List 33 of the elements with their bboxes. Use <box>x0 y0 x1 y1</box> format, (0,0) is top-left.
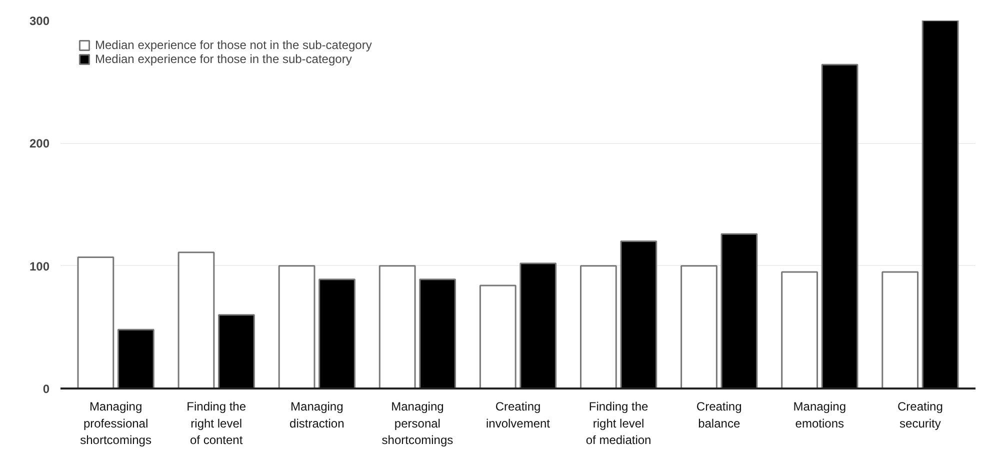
bar <box>821 64 858 388</box>
x-tick-label: Finding the right level of content <box>186 400 246 448</box>
x-tick-label: Managing professional shortcomings <box>80 400 152 448</box>
x-tick-label: Managing personal shortcomings <box>382 400 454 448</box>
legend-label: Median experience for those not in the sub-category <box>95 38 372 52</box>
legend-label: Median experience for those in the sub-category <box>95 52 352 66</box>
bar <box>419 278 456 388</box>
y-tick-label: 200 <box>29 136 50 151</box>
x-tick-label: Creating security <box>898 400 943 430</box>
y-tick-label: 0 <box>42 382 50 396</box>
y-tick-label: 300 <box>29 14 50 28</box>
bar <box>720 233 758 388</box>
x-tick-label: Creating balance <box>696 400 742 430</box>
bar <box>781 271 818 388</box>
bar <box>580 265 617 388</box>
bar <box>479 284 516 388</box>
bar <box>520 262 557 388</box>
bar <box>318 278 356 388</box>
x-tick-label: Managing emotions <box>793 400 846 430</box>
y-tick-label: 100 <box>29 259 50 274</box>
bar <box>278 265 316 388</box>
x-tick-label: Creating involvement <box>486 400 551 430</box>
bar <box>922 20 959 388</box>
bar <box>77 256 114 388</box>
bar <box>882 271 919 388</box>
bar <box>620 240 658 388</box>
bar <box>218 314 255 388</box>
bar <box>178 252 215 388</box>
x-tick-label: Managing distraction <box>290 400 344 430</box>
x-tick-label: Finding the right level of mediation <box>586 400 652 448</box>
bar <box>680 265 718 388</box>
bar <box>117 328 154 388</box>
bar <box>378 265 416 388</box>
